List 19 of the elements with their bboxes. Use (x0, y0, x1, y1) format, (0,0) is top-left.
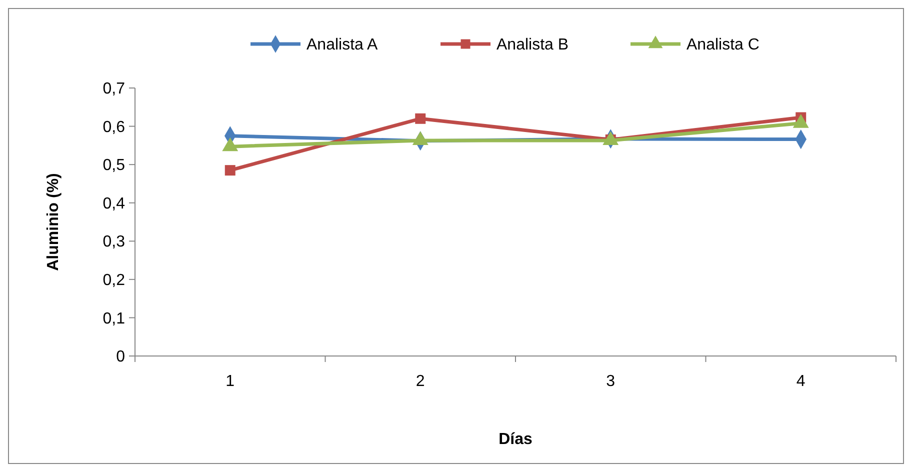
y-tick-label: 0,2 (102, 272, 126, 290)
y-axis-title: Aluminio (%) (45, 173, 62, 271)
y-tick-label: 0,7 (102, 80, 126, 98)
point (415, 113, 426, 124)
x-tick-label: 1 (226, 373, 235, 390)
y-tick-label: 0 (116, 348, 126, 366)
y-tick-label: 0,6 (102, 118, 126, 136)
x-axis-title: Días (498, 431, 532, 448)
y-tick-label: 0,1 (102, 310, 126, 328)
y-tick-label: 0,5 (102, 157, 126, 174)
point (224, 165, 236, 176)
x-tick-label: 4 (796, 373, 806, 390)
legend-label: Analista A (306, 36, 378, 54)
legend-label: Analista C (686, 36, 760, 54)
x-tick-label: 2 (416, 373, 425, 390)
y-tick-label: 0,4 (102, 195, 126, 212)
x-tick-label: 3 (606, 373, 616, 390)
y-tick-label: 0,3 (102, 234, 126, 251)
legend-label: Analista B (496, 36, 569, 54)
